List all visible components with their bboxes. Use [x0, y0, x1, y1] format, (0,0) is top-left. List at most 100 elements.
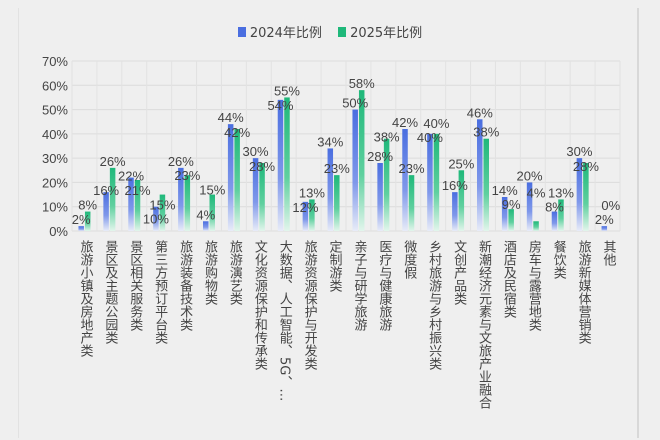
bar-2024 [78, 226, 84, 231]
bar-2024 [227, 124, 234, 231]
data-label: 38% [473, 125, 499, 140]
bar-2025 [508, 209, 514, 231]
category-label: 乡村旅游与乡村振兴类 [426, 240, 442, 370]
category-label: 景区及主题公园类 [102, 240, 118, 344]
category-label: 新潮经济元素与文旅产业融合 [476, 240, 491, 409]
legend-label: 2025年比例 [350, 26, 423, 41]
data-label: 54% [267, 98, 293, 113]
data-label: 50% [342, 96, 368, 111]
category-label: 旅游装备技术类 [177, 240, 193, 331]
data-label: 55% [274, 83, 300, 98]
bar-2024 [203, 221, 209, 231]
bar-2024 [153, 206, 159, 231]
data-label: 28% [573, 159, 599, 174]
bar-2025 [558, 199, 564, 231]
legend-swatch [237, 26, 246, 37]
data-label: 23% [399, 161, 425, 176]
bar-2025 [284, 97, 290, 231]
y-tick-label: 10% [42, 200, 68, 215]
y-tick-label: 70% [42, 54, 68, 69]
y-tick-label: 30% [42, 151, 68, 166]
bar-2025 [458, 170, 465, 231]
data-label: 15% [199, 183, 225, 198]
data-label: 40% [417, 130, 443, 145]
bar-2025 [583, 163, 589, 231]
data-label: 21% [125, 183, 151, 198]
bar-2024 [477, 119, 483, 231]
bar-2025 [84, 211, 91, 231]
data-label: 20% [517, 168, 543, 183]
bar-2024 [452, 192, 458, 231]
bar-2025 [433, 133, 440, 231]
data-label: 58% [349, 76, 375, 91]
chart-frame [18, 8, 639, 438]
bar-2025 [259, 163, 265, 231]
data-label: 26% [100, 154, 126, 169]
bar-2024 [327, 148, 334, 231]
bar-2025 [309, 199, 315, 231]
bar-2025 [134, 180, 141, 231]
category-label: 酒店及民宿类 [500, 240, 516, 318]
bar-2025 [184, 175, 191, 231]
category-label: 房车与露营地类 [525, 240, 541, 331]
data-label: 40% [423, 116, 449, 131]
bar-2024 [377, 163, 383, 231]
data-label: 12% [292, 200, 318, 215]
bar-2024 [178, 167, 184, 231]
data-label: 4% [196, 207, 215, 222]
data-label: 15% [149, 198, 175, 213]
y-tick-label: 60% [42, 78, 68, 93]
bar-2025 [159, 194, 166, 231]
legend-label: 2024年比例 [249, 26, 322, 41]
category-label: 旅游新媒体营销类 [575, 240, 591, 344]
bar-2024 [427, 133, 433, 231]
data-label: 34% [317, 134, 343, 149]
bar-2024 [302, 201, 309, 231]
data-label: 8% [78, 198, 97, 213]
bar-2024 [128, 177, 134, 231]
data-label: 8% [545, 200, 564, 215]
category-label: 旅游演艺类 [226, 240, 242, 305]
data-label: 46% [467, 105, 493, 120]
bar-2025 [234, 129, 240, 231]
legend-swatch [338, 26, 347, 37]
category-label: 旅游资源保护与开发类 [301, 240, 317, 370]
data-label: 2% [595, 212, 614, 227]
bar-2025 [533, 221, 539, 231]
category-label: 旅游购物类 [202, 240, 217, 305]
bar-2025 [109, 167, 116, 231]
data-label: 2% [72, 212, 91, 227]
data-label: 26% [168, 154, 194, 169]
legend-item-2025: 2025年比例 [338, 22, 422, 41]
data-label: 28% [367, 149, 393, 164]
data-label: 44% [218, 110, 244, 125]
category-label: 餐饮类 [550, 240, 566, 279]
data-label: 16% [93, 183, 119, 198]
bar-2024 [402, 129, 408, 231]
bar-2024 [576, 158, 583, 231]
category-label: 其他 [600, 240, 616, 266]
data-label: 42% [392, 115, 418, 130]
bar-2024 [352, 109, 358, 231]
category-label: 定制游类 [326, 240, 342, 292]
data-label: 13% [548, 185, 574, 200]
bar-2024 [551, 211, 558, 231]
category-label: 景区相关服务类 [127, 240, 143, 331]
category-label: 大数据、人工智能、5G、… [276, 240, 292, 402]
y-tick-label: 20% [42, 175, 68, 190]
category-label: 亲子与研学旅游 [351, 240, 367, 331]
data-label: 10% [143, 212, 169, 227]
bar-2024 [526, 182, 533, 231]
bar-2025 [383, 138, 390, 231]
data-label: 23% [324, 161, 350, 176]
legend: 2024年比例 2025年比例 [0, 22, 660, 41]
data-label: 30% [566, 144, 592, 159]
data-label: 30% [243, 144, 269, 159]
category-label: 旅游小镇及房地产类 [77, 240, 93, 357]
bar-2025 [408, 175, 415, 231]
category-label: 医疗与健康旅游 [376, 240, 392, 331]
bar-2024 [103, 192, 109, 231]
category-label: 微度假 [401, 240, 417, 279]
category-label: 第三方预订平台类 [152, 240, 168, 344]
